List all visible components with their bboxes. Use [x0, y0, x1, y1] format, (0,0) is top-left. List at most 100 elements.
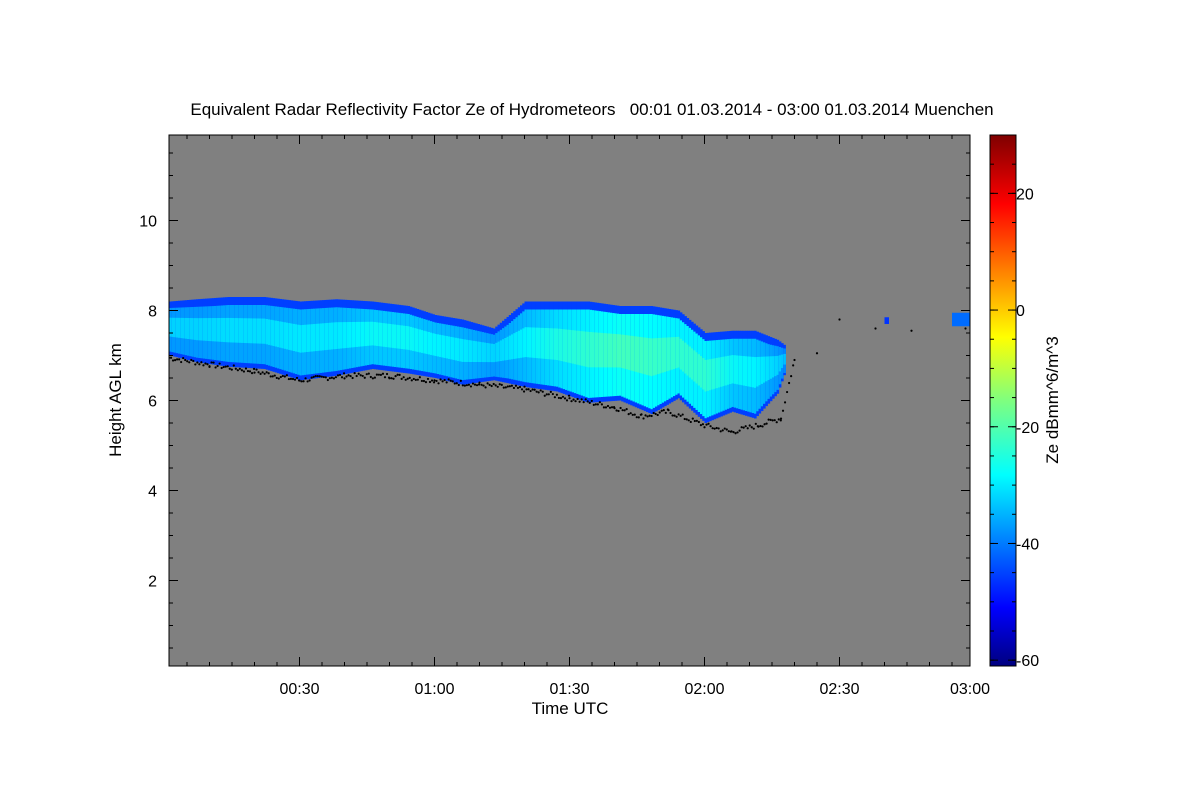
- cloud-column-core: [643, 337, 647, 375]
- cloud-column-core: [236, 318, 240, 343]
- cloud-column-core: [259, 318, 262, 344]
- cloud-base-dot: [705, 423, 708, 426]
- cloud-base-dot: [475, 384, 479, 387]
- cloud-base-dot: [463, 384, 466, 387]
- cloud-base-dot: [660, 409, 663, 412]
- cloud-base-dot: [171, 359, 175, 362]
- cloud-base-dot: [212, 361, 215, 364]
- cloud-column-core: [434, 333, 438, 356]
- cloud-column-core: [718, 357, 721, 388]
- cloud-base-dot: [173, 359, 177, 362]
- cloud-column-core: [781, 354, 784, 368]
- cloud-base-dot: [248, 370, 252, 373]
- cloud-column-core: [578, 330, 582, 366]
- cloud-layer: [169, 297, 970, 423]
- cloud-column-core: [693, 350, 696, 382]
- cloud-base-dot: [202, 364, 205, 367]
- cloud-column-core: [614, 333, 618, 368]
- cloud-base-dot: [775, 421, 778, 424]
- colorbar-tick-label: 20: [1016, 186, 1034, 203]
- cloud-column-core: [767, 356, 771, 381]
- cloud-base-dot: [721, 429, 724, 432]
- cloud-base-dot: [586, 400, 589, 403]
- cloud-base-dot: [514, 384, 518, 387]
- cloud-base-dot: [406, 377, 409, 380]
- cloud-base-dot: [734, 432, 737, 435]
- cloud-column-core: [263, 318, 267, 344]
- cloud-column-core: [421, 330, 424, 353]
- cloud-column-core: [387, 323, 390, 348]
- cloud-column-core: [326, 322, 330, 350]
- cloud-column-core: [585, 331, 588, 367]
- cloud-column-core: [310, 324, 314, 352]
- cloud-column-core: [704, 360, 708, 392]
- cloud-column-core: [337, 322, 341, 349]
- cloud-column-core: [470, 340, 474, 362]
- cloud-column-core: [652, 338, 656, 376]
- cloud-base-dot: [642, 417, 645, 420]
- cloud-column-core: [691, 348, 694, 380]
- cloud-column-core: [574, 330, 577, 365]
- cloud-column-core: [583, 331, 586, 367]
- cloud-column-core: [745, 356, 748, 387]
- cloud-column-core: [668, 337, 672, 371]
- cloud-base-dot: [383, 376, 387, 379]
- cloud-base-dot: [371, 377, 374, 380]
- x-tick-label: 03:00: [950, 681, 990, 698]
- cloud-base-dot: [723, 427, 726, 430]
- cloud-column-core: [418, 329, 422, 353]
- cloud-column-core: [234, 318, 237, 343]
- cloud-column-core: [223, 317, 226, 343]
- cloud-column-core: [333, 322, 336, 350]
- cloud-base-dot: [557, 396, 561, 400]
- cloud-column-core: [182, 317, 186, 339]
- cloud-base-dot: [750, 426, 753, 429]
- cloud-column-core: [180, 317, 183, 339]
- cloud-column-core: [466, 339, 469, 362]
- cloud-column-core: [452, 337, 456, 360]
- cloud-column-core: [202, 318, 206, 341]
- cloud-column-core: [344, 322, 348, 349]
- cloud-base-dot: [738, 429, 741, 432]
- cloud-column-core: [340, 322, 343, 349]
- cloud-column-core: [531, 327, 534, 358]
- cloud-base-dot: [467, 383, 471, 386]
- cloud-column-core: [405, 325, 408, 350]
- cloud-base-dot: [289, 377, 293, 380]
- cloud-column-core: [459, 338, 462, 362]
- cloud-column-core: [331, 322, 334, 350]
- cloud-base-dot: [373, 376, 376, 379]
- cloud-base-dot: [740, 426, 743, 429]
- cloud-column-core: [621, 334, 624, 369]
- cloud-base-dot: [635, 416, 638, 419]
- cloud-base-dot: [522, 390, 526, 393]
- cloud-base-dot: [449, 379, 452, 382]
- cloud-base-dot: [240, 369, 243, 372]
- cloud-base-dot: [604, 406, 608, 409]
- cloud-base-dot: [650, 414, 653, 418]
- cloud-column-core: [477, 341, 480, 363]
- cloud-column-core: [324, 323, 327, 351]
- cloud-base-dot: [259, 372, 262, 375]
- cloud-column-core: [506, 336, 510, 360]
- cloud-column-core: [738, 355, 741, 385]
- cloud-column-core: [254, 318, 258, 344]
- cloud-base-dot: [486, 382, 489, 385]
- cloud-column-core: [279, 321, 282, 348]
- cloud-column-core: [634, 336, 638, 372]
- cloud-column-core: [189, 318, 192, 340]
- y-tick-label: 8: [148, 304, 157, 321]
- cloud-base-dot: [400, 377, 403, 380]
- cloud-column-core: [688, 346, 692, 378]
- cloud-column-core: [358, 321, 361, 347]
- cloud-base-dot: [375, 373, 378, 376]
- cloud-base-dot: [516, 386, 520, 389]
- cloud-base-dot: [793, 358, 796, 362]
- cloud-column-core: [396, 324, 399, 349]
- cloud-base-dot: [623, 409, 626, 412]
- cloud-column-core: [513, 333, 516, 359]
- cloud-base-dot: [578, 400, 581, 403]
- cloud-base-dot: [736, 431, 739, 434]
- cloud-column-core: [623, 334, 627, 369]
- cloud-base-dot: [196, 361, 199, 364]
